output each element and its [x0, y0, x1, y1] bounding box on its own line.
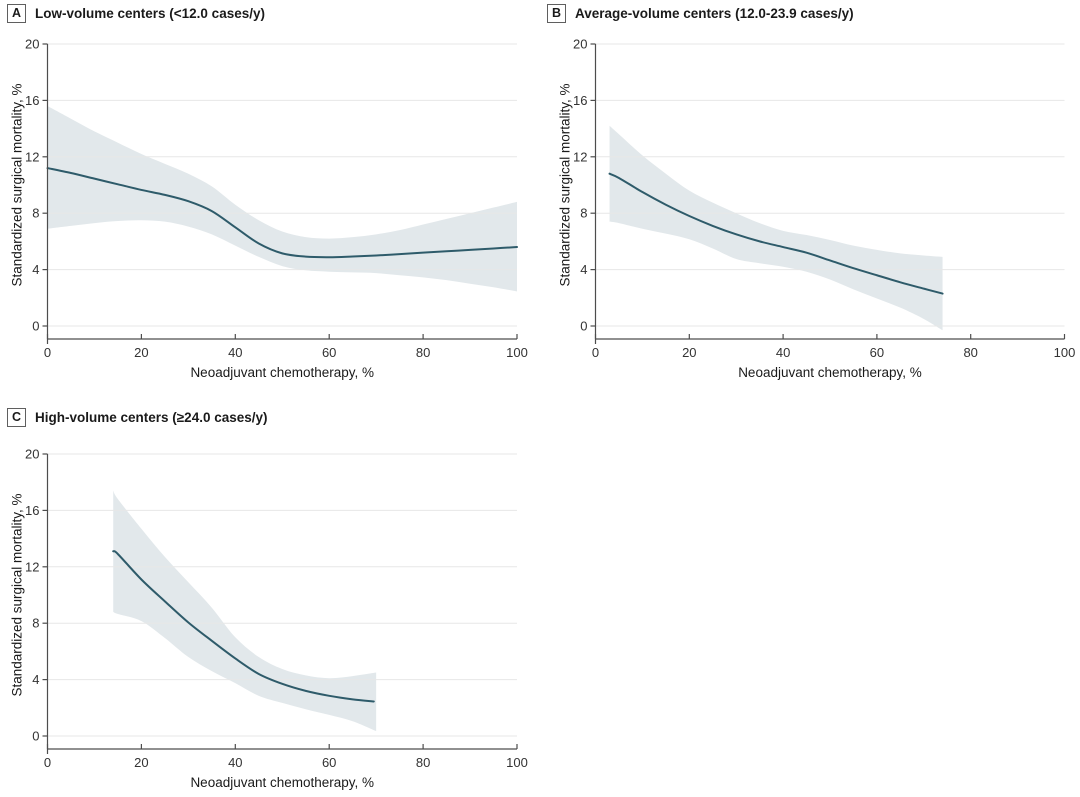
x-axis-title: Neoadjuvant chemotherapy, % — [190, 365, 374, 380]
panel-high-volume: C High-volume centers (≥24.0 cases/y) 0 4… — [0, 404, 540, 797]
y-tick-label: 20 — [25, 447, 39, 462]
chart-average-volume: 0 4 8 12 16 20 0 20 40 60 80 100 Neoadjuvant chemoth… — [558, 37, 1076, 381]
x-tick-label: 0 — [44, 755, 51, 770]
panel-low-volume: A Low-volume centers (<12.0 cases/y) 0 4 8… — [0, 0, 540, 400]
panel-header-a: A Low-volume centers (<12.0 cases/y) — [7, 4, 265, 23]
x-tick-label: 100 — [1054, 345, 1076, 360]
panel-label-b: B — [547, 4, 566, 23]
y-tick-label: 4 — [32, 262, 39, 277]
y-axis-title: Standardized surgical mortality, % — [558, 83, 573, 286]
x-tick-label: 100 — [506, 345, 528, 360]
y-axis-title: Standardized surgical mortality, % — [10, 83, 25, 286]
x-tick-label: 40 — [228, 755, 242, 770]
panel-label-a: A — [7, 4, 26, 23]
panel-average-volume: B Average-volume centers (12.0-23.9 case… — [540, 0, 1080, 400]
x-tick-label: 40 — [228, 345, 242, 360]
y-tick-label: 4 — [32, 672, 39, 687]
chart-low-volume: 0 4 8 12 16 20 0 20 40 60 80 100 Neoadjuvant chemoth… — [10, 37, 528, 381]
confidence-band — [609, 125, 943, 331]
panel-title-a: Low-volume centers (<12.0 cases/y) — [35, 6, 265, 21]
x-tick-label: 40 — [776, 345, 790, 360]
y-axis-title: Standardized surgical mortality, % — [10, 493, 25, 696]
panel-header-c: C High-volume centers (≥24.0 cases/y) — [7, 408, 268, 427]
y-tick-label: 20 — [25, 37, 39, 52]
panel-header-b: B Average-volume centers (12.0-23.9 case… — [547, 4, 854, 23]
x-tick-label: 80 — [416, 755, 430, 770]
y-tick-label: 12 — [25, 149, 39, 164]
x-tick-label: 20 — [134, 345, 148, 360]
trend-line — [46, 167, 518, 259]
y-tick-label: 16 — [25, 93, 39, 108]
y-tick-label: 0 — [32, 729, 39, 744]
y-tick-label: 16 — [573, 93, 587, 108]
x-tick-label: 80 — [416, 345, 430, 360]
x-axis-title: Neoadjuvant chemotherapy, % — [738, 365, 922, 380]
panel-title-b: Average-volume centers (12.0-23.9 cases/… — [575, 6, 854, 21]
y-tick-label: 8 — [32, 616, 39, 631]
trend-line — [112, 550, 375, 703]
y-tick-label: 12 — [573, 149, 587, 164]
trend-line — [608, 172, 944, 295]
x-tick-label: 60 — [322, 345, 336, 360]
x-axis-title: Neoadjuvant chemotherapy, % — [190, 775, 374, 790]
confidence-band — [113, 490, 377, 732]
y-tick-label: 20 — [573, 37, 587, 52]
x-tick-label: 0 — [44, 345, 51, 360]
confidence-band — [47, 106, 517, 292]
panel-title-c: High-volume centers (≥24.0 cases/y) — [35, 410, 268, 425]
y-tick-label: 0 — [580, 319, 587, 334]
y-tick-label: 4 — [580, 262, 587, 277]
x-tick-label: 80 — [963, 345, 977, 360]
y-tick-label: 16 — [25, 503, 39, 518]
x-tick-label: 20 — [682, 345, 696, 360]
x-tick-label: 20 — [134, 755, 148, 770]
x-tick-label: 0 — [592, 345, 599, 360]
x-tick-label: 60 — [870, 345, 884, 360]
panel-label-c: C — [7, 408, 26, 427]
y-tick-label: 8 — [580, 206, 587, 221]
x-tick-label: 60 — [322, 755, 336, 770]
y-tick-label: 8 — [32, 206, 39, 221]
x-tick-label: 100 — [506, 755, 528, 770]
chart-high-volume: 0 4 8 12 16 20 0 20 40 60 80 100 Neoadjuvant chemoth… — [10, 447, 528, 791]
y-tick-label: 0 — [32, 319, 39, 334]
y-tick-label: 12 — [25, 559, 39, 574]
